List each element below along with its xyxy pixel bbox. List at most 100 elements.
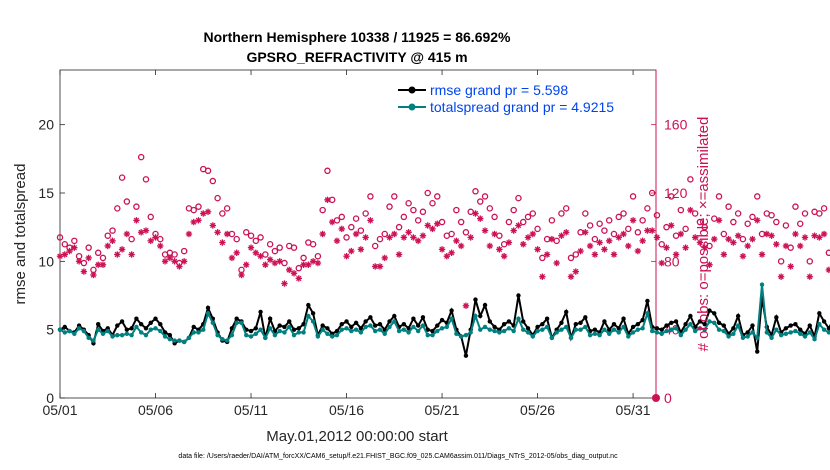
obs-possible-point (448, 230, 455, 238)
spread-point (678, 332, 684, 338)
obs-assimilated-point (730, 239, 737, 246)
rmse-point (683, 322, 688, 327)
obs-assimilated-point (605, 237, 613, 245)
obs-possible-point (142, 176, 150, 183)
obs-possible-point (625, 225, 632, 233)
spread-point (172, 338, 177, 343)
spread-point (382, 331, 387, 336)
spread-point (363, 324, 368, 330)
obs-possible-point (529, 210, 537, 217)
rmse-point (334, 328, 340, 334)
rmse-point (148, 320, 153, 326)
spread-point (516, 316, 521, 321)
rmse-point (129, 326, 134, 331)
rmse-point (525, 326, 531, 331)
spread-point (196, 330, 201, 335)
obs-assimilated-point (147, 237, 154, 245)
legend-spread-label: totalspread grand pr = 4.9215 (430, 99, 614, 115)
spread-point (645, 311, 650, 316)
spread-point (597, 332, 602, 338)
spread-point (296, 330, 301, 335)
obs-possible-point (457, 218, 465, 226)
obs-assimilated-point (500, 253, 508, 260)
obs-assimilated-point (739, 253, 747, 260)
spread-point (415, 328, 421, 334)
spread-point (244, 332, 249, 338)
spread-point (291, 332, 297, 338)
spread-point (215, 332, 220, 338)
spread-point (234, 320, 239, 326)
obs-assimilated-point (309, 258, 317, 265)
spread-point (802, 334, 808, 339)
rmse-point (306, 302, 311, 308)
spread-point (411, 324, 416, 330)
obs-assimilated-point (596, 239, 603, 246)
spread-point (282, 330, 287, 335)
obs-possible-point (118, 174, 126, 181)
rmse-point (544, 316, 550, 321)
spread-point (401, 327, 407, 332)
obs-possible-point (477, 198, 484, 205)
obs-assimilated-point (720, 251, 728, 258)
obs-possible-point (391, 193, 398, 200)
spread-point (616, 330, 621, 335)
legend-rmse-label: rmse grand pr = 5.598 (430, 82, 568, 98)
obs-assimilated-point (352, 230, 360, 238)
spread-point (521, 327, 526, 332)
spread-point (76, 326, 82, 331)
spread-point (406, 330, 411, 335)
obs-assimilated-point (787, 263, 794, 270)
spread-point (425, 332, 430, 338)
obs-assimilated-point (286, 266, 293, 274)
spread-point (549, 335, 555, 341)
obs-possible-point (668, 193, 675, 200)
rmse-point (697, 319, 703, 324)
obs-assimilated-point (773, 241, 780, 248)
rmse-point (115, 323, 120, 328)
spread-point (807, 330, 812, 335)
obs-assimilated-point (806, 273, 813, 280)
spread-point (110, 334, 115, 339)
spread-point (115, 332, 120, 338)
spread-point (119, 332, 125, 338)
obs-assimilated-point (725, 235, 732, 243)
legend: rmse grand pr = 5.598 totalspread grand … (398, 82, 614, 115)
spread-point (449, 316, 454, 321)
rmse-point (358, 326, 364, 331)
obs-assimilated-point (648, 227, 656, 234)
obs-assimilated-point (820, 230, 828, 238)
obs-assimilated-point (61, 251, 68, 258)
obs-possible-point (696, 218, 704, 226)
obs-possible-point (133, 203, 140, 210)
x-tick-label: 05/01 (42, 402, 77, 418)
obs-assimilated-point (472, 210, 479, 217)
obs-possible-point (505, 218, 513, 226)
obs-assimilated-point (696, 239, 704, 246)
obs-possible-point (519, 218, 527, 226)
spread-point (468, 330, 473, 335)
chart-subtitle: GPSRO_REFRACTIVITY @ 415 m (246, 49, 467, 65)
obs-possible-point (371, 242, 379, 250)
obs-assimilated-point (142, 227, 150, 234)
rmse-point (702, 322, 707, 327)
obs-assimilated-point (424, 222, 431, 229)
obs-possible-point (739, 235, 747, 243)
obs-assimilated-point (481, 227, 489, 234)
obs-assimilated-point (715, 217, 723, 224)
rmse-point (143, 326, 149, 331)
spread-point (649, 328, 655, 334)
obs-assimilated-point (792, 230, 799, 238)
rmse-point (372, 323, 378, 328)
rmse-point (611, 322, 617, 327)
obs-assimilated-point (477, 215, 484, 222)
spread-point (81, 328, 87, 334)
obs-possible-point (343, 234, 350, 241)
spread-point (482, 324, 488, 330)
obs-assimilated-point (577, 247, 584, 255)
obs-assimilated-point (161, 258, 169, 265)
rmse-point (506, 319, 512, 324)
spread-point (759, 282, 765, 287)
obs-assimilated-point (758, 251, 766, 258)
rmse-point (688, 313, 693, 319)
obs-possible-point (596, 220, 603, 227)
